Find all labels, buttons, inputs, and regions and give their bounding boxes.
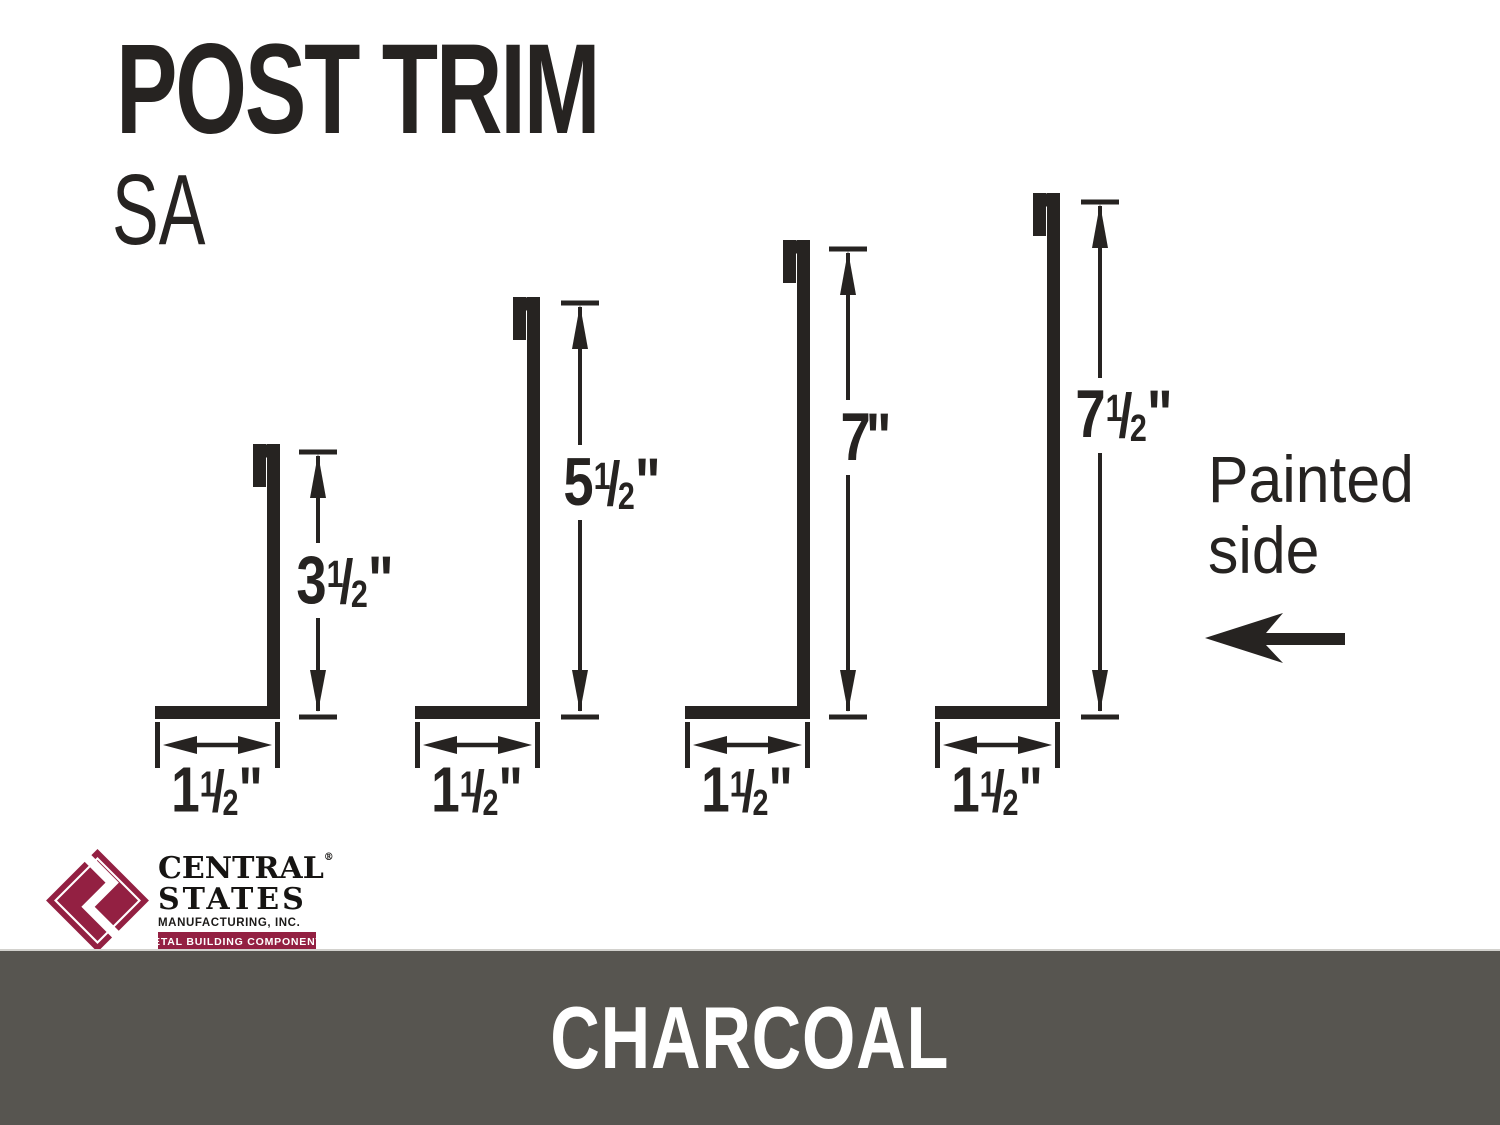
width-dimension-label: 11/2" bbox=[171, 753, 263, 826]
logo-company-type: MANUFACTURING, INC. bbox=[158, 917, 301, 930]
logo-brand-line2: STATES bbox=[158, 881, 307, 917]
color-banner: CHARCOAL bbox=[0, 949, 1500, 1125]
page-title: POST TRIM bbox=[116, 18, 600, 161]
width-dimension-label: 11/2" bbox=[701, 753, 793, 826]
painted-side-arrow-icon bbox=[1205, 613, 1345, 663]
central-states-logo-text: CENTRAL® STATES MANUFACTURING, INC. META… bbox=[143, 851, 334, 952]
registered-mark: ® bbox=[323, 852, 334, 863]
profile-drawing-5-5in bbox=[415, 295, 599, 768]
profile-drawing-7-5in bbox=[935, 191, 1119, 768]
width-dimension-label: 11/2" bbox=[951, 753, 1043, 826]
profile-drawing-7in bbox=[685, 238, 867, 768]
color-name-label: CHARCOAL bbox=[550, 988, 950, 1087]
width-dimension-label: 11/2" bbox=[431, 753, 523, 826]
profile-code: SA bbox=[112, 154, 206, 266]
profile-drawing-3-5in bbox=[155, 442, 337, 768]
height-dimension-label: 51/2" bbox=[563, 444, 661, 520]
logo-tagline-banner: METAL BUILDING COMPONENTS bbox=[143, 932, 330, 952]
logo-brand-line1: CENTRAL® bbox=[158, 851, 334, 886]
height-dimension-label: 71/2" bbox=[1075, 376, 1173, 452]
painted-side-annotation: Painted side bbox=[1208, 442, 1414, 588]
height-dimension-label: 7" bbox=[840, 399, 892, 475]
central-states-diamond-logo-icon bbox=[46, 849, 149, 952]
painted-side-line1: Painted bbox=[1208, 442, 1414, 516]
height-dimension-label: 31/2" bbox=[296, 542, 394, 618]
painted-side-line2: side bbox=[1208, 513, 1320, 588]
